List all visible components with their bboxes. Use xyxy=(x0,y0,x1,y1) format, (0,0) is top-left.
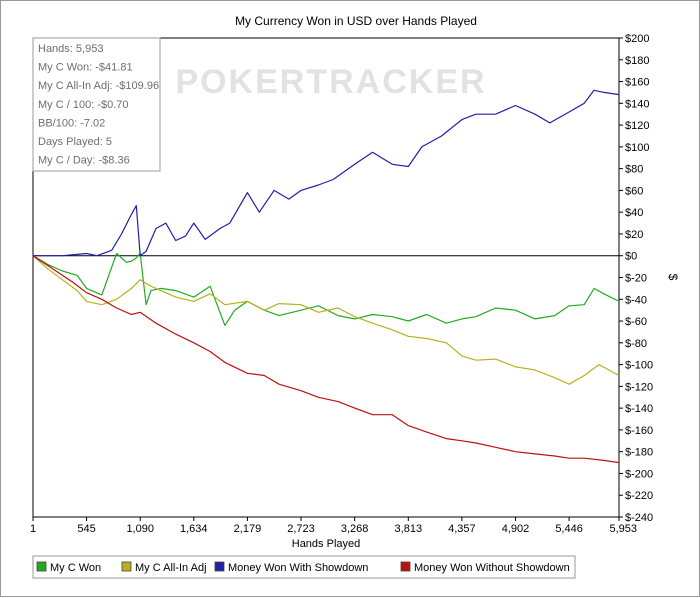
y-tick-label: $-40 xyxy=(625,294,647,306)
series-line-money-won-with-showdown xyxy=(33,89,620,257)
y-tick-label: $0 xyxy=(625,251,637,263)
x-axis: 1 545 1,090 1,634 2,179 2,723 3,268 3,813 4,357 4… xyxy=(30,517,637,535)
y-tick-label: $120 xyxy=(625,120,649,132)
chart-title: My Currency Won in USD over Hands Played xyxy=(235,14,477,28)
stats-box-background xyxy=(32,37,161,172)
y-tick-label: $-120 xyxy=(625,381,653,393)
stats-line: My C All-In Adj: -$109.96 xyxy=(38,80,159,92)
y-axis-label: $ xyxy=(666,274,680,281)
legend-swatch xyxy=(121,561,132,572)
legend-swatch xyxy=(36,561,47,572)
y-tick-label: $-180 xyxy=(625,447,653,459)
y-tick-label: $-100 xyxy=(625,360,653,372)
series-line-my-c-all-in-adj xyxy=(32,255,620,385)
stats-line: Hands: 5,953 xyxy=(38,43,103,55)
x-tick-label: 2,723 xyxy=(287,523,315,535)
y-tick-label: $-220 xyxy=(625,490,653,502)
series-line-money-won-without-showdown xyxy=(32,255,620,464)
legend-swatch xyxy=(214,561,225,572)
y-tick-label: $20 xyxy=(625,229,643,241)
legend-label: Money Won With Showdown xyxy=(228,562,368,574)
legend-label: My C Won xyxy=(50,562,101,574)
y-tick-label: $-240 xyxy=(625,512,653,524)
x-tick-label: 1 xyxy=(30,523,36,535)
y-tick-label: $-20 xyxy=(625,273,647,285)
x-axis-label: Hands Played xyxy=(292,538,361,550)
y-tick-label: $60 xyxy=(625,185,643,197)
y-tick-label: $160 xyxy=(625,77,649,89)
stats-line: Days Played: 5 xyxy=(38,136,112,148)
y-tick-label: $100 xyxy=(625,142,649,154)
y-tick-label: $180 xyxy=(625,55,649,67)
stats-line: My C / Day: -$8.36 xyxy=(38,155,130,167)
stats-line: My C Won: -$41.81 xyxy=(38,62,133,74)
y-axis: $200 $180 $160 $140 $120 $100 $80 $60 $40 $20 $0 $-… xyxy=(619,33,653,524)
legend-label: My C All-In Adj xyxy=(135,562,207,574)
x-tick-label: 1,090 xyxy=(126,523,154,535)
x-tick-label: 3,813 xyxy=(395,523,423,535)
x-tick-label: 5,953 xyxy=(609,523,637,535)
legend-swatch xyxy=(400,561,411,572)
x-tick-label: 5,446 xyxy=(555,523,583,535)
series-line-my-c-won xyxy=(32,252,620,326)
stats-line: BB/100: -7.02 xyxy=(38,117,105,129)
legend: My C Won My C All-In Adj Money Won With Sh… xyxy=(32,555,576,579)
y-tick-label: $40 xyxy=(625,207,643,219)
x-tick-label: 4,357 xyxy=(448,523,476,535)
x-tick-label: 3,268 xyxy=(341,523,369,535)
y-tick-label: $-200 xyxy=(625,468,653,480)
y-tick-label: $-140 xyxy=(625,403,653,415)
x-tick-label: 1,634 xyxy=(180,523,208,535)
series-lines xyxy=(32,89,620,464)
legend-label: Money Won Without Showdown xyxy=(414,562,570,574)
x-tick-label: 4,902 xyxy=(502,523,530,535)
y-tick-label: $80 xyxy=(625,164,643,176)
x-tick-label: 2,179 xyxy=(234,523,262,535)
y-tick-label: $200 xyxy=(625,33,649,45)
x-tick-label: 545 xyxy=(77,523,95,535)
y-tick-label: $-160 xyxy=(625,425,653,437)
y-tick-label: $-80 xyxy=(625,338,647,350)
y-tick-label: $-60 xyxy=(625,316,647,328)
stats-line: My C / 100: -$0.70 xyxy=(38,99,129,111)
stats-box: Hands: 5,953 My C Won: -$41.81 My C All-In… xyxy=(32,37,161,172)
y-tick-label: $140 xyxy=(625,98,649,110)
watermark-logo: POKERTRACKER xyxy=(175,63,486,101)
legend-box xyxy=(32,555,576,579)
